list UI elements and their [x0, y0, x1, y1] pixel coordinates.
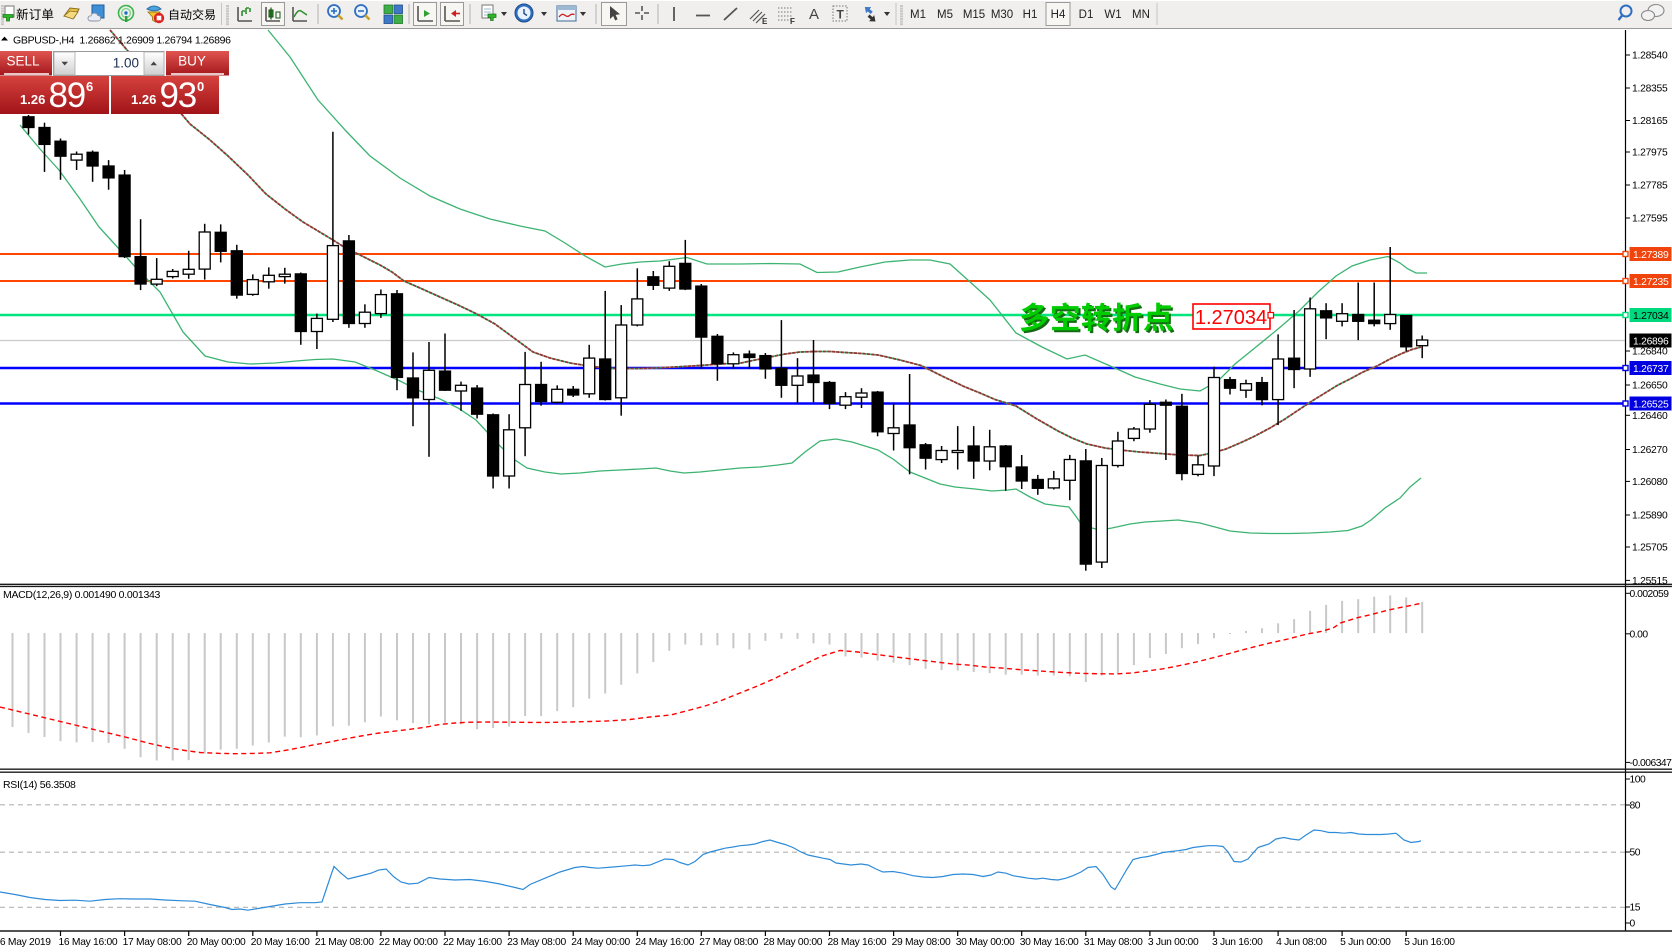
svg-text:100: 100	[1630, 775, 1646, 786]
svg-text:1.26270: 1.26270	[1632, 445, 1668, 456]
svg-text:0.002059: 0.002059	[1630, 589, 1670, 600]
svg-text:0: 0	[1630, 919, 1636, 930]
svg-text:1.25890: 1.25890	[1632, 511, 1668, 522]
svg-text:6: 6	[86, 79, 93, 94]
svg-text:MACD(12,26,9) 0.001490 0.00134: MACD(12,26,9) 0.001490 0.001343	[3, 589, 161, 601]
svg-text:22 May 00:00: 22 May 00:00	[379, 937, 438, 948]
svg-text:1.26: 1.26	[20, 92, 45, 107]
svg-text:1.26737: 1.26737	[1633, 364, 1669, 375]
svg-text:H1: H1	[1023, 9, 1038, 21]
svg-text:0: 0	[197, 79, 204, 94]
svg-text:1.26896: 1.26896	[1633, 337, 1669, 348]
svg-text:0.00: 0.00	[1630, 629, 1649, 640]
svg-text:3 Jun 16:00: 3 Jun 16:00	[1212, 937, 1263, 948]
svg-text:80: 80	[1630, 801, 1641, 812]
svg-text:1.00: 1.00	[113, 56, 139, 71]
svg-text:1.28540: 1.28540	[1632, 51, 1668, 62]
svg-text:SELL: SELL	[6, 54, 40, 69]
svg-text:1.26460: 1.26460	[1632, 411, 1668, 422]
svg-text:20 May 00:00: 20 May 00:00	[187, 937, 246, 948]
svg-text:MN: MN	[1132, 9, 1150, 21]
svg-text:89: 89	[49, 76, 86, 115]
svg-text:29 May 08:00: 29 May 08:00	[892, 937, 951, 948]
svg-text:30 May 00:00: 30 May 00:00	[956, 937, 1015, 948]
svg-text:M15: M15	[963, 9, 985, 21]
svg-text:93: 93	[160, 76, 197, 115]
svg-text:1.26080: 1.26080	[1632, 477, 1668, 488]
svg-text:M5: M5	[937, 9, 953, 21]
svg-text:16 May 16:00: 16 May 16:00	[59, 937, 118, 948]
svg-text:1.28165: 1.28165	[1632, 116, 1668, 127]
svg-text:1.26840: 1.26840	[1632, 347, 1668, 358]
svg-text:17 May 08:00: 17 May 08:00	[123, 937, 182, 948]
svg-text:GBPUSD-,H4 1.26862 1.26909 1.: GBPUSD-,H4 1.26862 1.26909 1.26794 1.268…	[13, 35, 231, 47]
svg-text:1.25515: 1.25515	[1632, 576, 1668, 587]
svg-text:1.27235: 1.27235	[1633, 277, 1669, 288]
svg-text:M1: M1	[910, 9, 926, 21]
svg-text:1.27975: 1.27975	[1632, 148, 1668, 159]
svg-text:22 May 16:00: 22 May 16:00	[443, 937, 502, 948]
svg-text:M30: M30	[991, 9, 1013, 21]
svg-text:24 May 00:00: 24 May 00:00	[571, 937, 630, 948]
svg-text:F: F	[790, 17, 795, 26]
svg-text:BUY: BUY	[178, 54, 206, 69]
svg-text:1.27034: 1.27034	[1633, 311, 1669, 322]
svg-text:1.27595: 1.27595	[1632, 214, 1668, 225]
svg-text:24 May 16:00: 24 May 16:00	[635, 937, 694, 948]
svg-text:1.27785: 1.27785	[1632, 181, 1668, 192]
svg-text:28 May 16:00: 28 May 16:00	[828, 937, 887, 948]
svg-text:23 May 08:00: 23 May 08:00	[507, 937, 566, 948]
svg-text:28 May 00:00: 28 May 00:00	[763, 937, 822, 948]
svg-text:1.28355: 1.28355	[1632, 84, 1668, 95]
svg-text:A: A	[809, 6, 819, 23]
svg-text:1.27034: 1.27034	[1195, 307, 1267, 329]
svg-text:RSI(14) 56.3508: RSI(14) 56.3508	[3, 779, 76, 791]
svg-text:5 Jun 16:00: 5 Jun 16:00	[1404, 937, 1455, 948]
svg-text:-0.006347: -0.006347	[1630, 758, 1672, 769]
svg-text:31 May 08:00: 31 May 08:00	[1084, 937, 1143, 948]
svg-text:20 May 16:00: 20 May 16:00	[251, 937, 310, 948]
svg-text:1.26650: 1.26650	[1632, 381, 1668, 392]
svg-text:W1: W1	[1104, 9, 1121, 21]
svg-text:3 Jun 00:00: 3 Jun 00:00	[1148, 937, 1199, 948]
svg-text:21 May 08:00: 21 May 08:00	[315, 937, 374, 948]
svg-text:1.25705: 1.25705	[1632, 543, 1668, 554]
svg-text:D1: D1	[1079, 9, 1094, 21]
svg-text:1.26525: 1.26525	[1633, 400, 1669, 411]
svg-text:50: 50	[1630, 848, 1641, 859]
svg-text:T: T	[837, 8, 845, 22]
svg-text:16 May 2019: 16 May 2019	[0, 937, 51, 948]
svg-text:1.26: 1.26	[131, 92, 156, 107]
svg-text:5 Jun 00:00: 5 Jun 00:00	[1340, 937, 1391, 948]
svg-text:27 May 08:00: 27 May 08:00	[699, 937, 758, 948]
svg-text:4 Jun 08:00: 4 Jun 08:00	[1276, 937, 1327, 948]
svg-text:E: E	[762, 17, 768, 26]
svg-text:1.27389: 1.27389	[1633, 250, 1669, 261]
svg-text:H4: H4	[1051, 9, 1066, 21]
svg-text:30 May 16:00: 30 May 16:00	[1020, 937, 1079, 948]
svg-text:15: 15	[1630, 903, 1641, 914]
